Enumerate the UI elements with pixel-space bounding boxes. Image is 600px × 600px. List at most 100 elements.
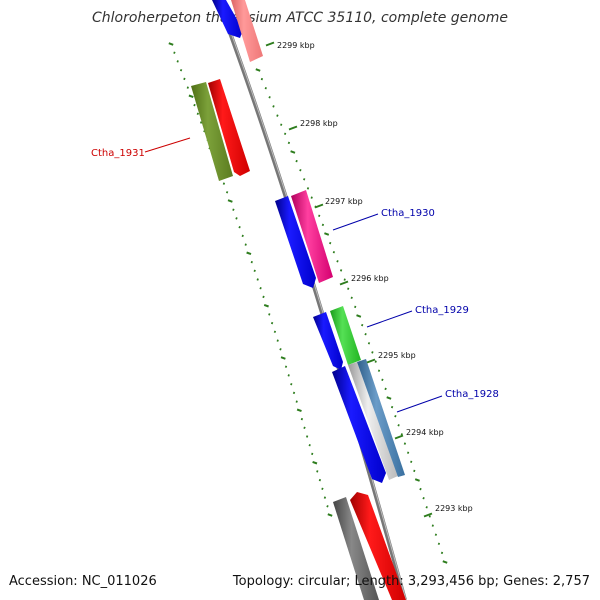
track-dot xyxy=(437,542,441,546)
genome-summary-text: Topology: circular; Length: 3,293,456 bp… xyxy=(232,574,590,589)
track-dot xyxy=(332,250,336,254)
track-dot xyxy=(235,217,238,220)
track-dot xyxy=(168,42,174,46)
track-dot xyxy=(303,178,306,181)
track-dot xyxy=(318,214,321,218)
track-dot xyxy=(295,400,298,403)
track-dot xyxy=(356,314,362,318)
gene-feature-steel-1928 xyxy=(357,359,405,477)
track-dot xyxy=(263,303,269,308)
track-dot xyxy=(321,223,325,227)
track-dot xyxy=(305,435,309,438)
track-dot xyxy=(442,560,448,564)
track-dot xyxy=(196,112,199,116)
leader-ctha-1929 xyxy=(366,310,413,328)
track-dot xyxy=(310,196,313,199)
outer-dot-track xyxy=(255,68,448,564)
track-dot xyxy=(264,86,267,90)
track-dot xyxy=(176,60,179,63)
accession-text: Accession: NC_011026 xyxy=(9,574,157,589)
track-dot xyxy=(347,287,350,290)
track-dot xyxy=(329,241,332,245)
track-dot xyxy=(377,369,381,372)
track-dot xyxy=(374,360,377,363)
gene-label-ctha-1930[interactable]: Ctha_1930 xyxy=(381,208,435,219)
track-dot xyxy=(414,478,420,482)
track-dot xyxy=(250,260,253,264)
track-dot xyxy=(268,313,271,316)
track-dot xyxy=(280,123,283,126)
track-dot xyxy=(306,187,310,190)
track-dot xyxy=(290,382,293,386)
track-dot xyxy=(284,365,288,368)
track-dot xyxy=(173,51,176,54)
track-dot xyxy=(311,452,314,456)
track-dot xyxy=(188,94,194,99)
gene-feature-blue-1929 xyxy=(313,312,343,370)
track-dot xyxy=(406,451,410,454)
track-dot xyxy=(339,269,343,272)
track-dot xyxy=(428,515,431,518)
gene-feature-olive xyxy=(191,82,233,181)
track-dot xyxy=(303,426,306,430)
track-dot xyxy=(321,487,324,491)
track-dot xyxy=(296,408,302,413)
track-dot xyxy=(276,339,279,342)
track-dot xyxy=(400,433,403,436)
track-dot xyxy=(326,505,329,508)
gene-feature-red-1931 xyxy=(208,79,250,176)
track-dot xyxy=(323,496,327,499)
track-dot xyxy=(272,105,275,108)
track-dot xyxy=(222,182,226,185)
gene-feature-blue-1930 xyxy=(275,196,316,288)
track-dot xyxy=(262,295,265,299)
track-dot xyxy=(276,114,279,117)
track-dot xyxy=(318,478,322,482)
track-dot xyxy=(425,506,428,509)
leader-ctha-1930 xyxy=(332,213,379,231)
gene-label-ctha-1928[interactable]: Ctha_1928 xyxy=(445,389,499,400)
gene-feature-silver-1928 xyxy=(348,362,398,480)
track-dot xyxy=(300,417,304,421)
leader-ctha-1931 xyxy=(144,137,191,153)
gene-label-ctha-1931[interactable]: Ctha_1931 xyxy=(91,148,145,159)
track-dot xyxy=(241,234,244,238)
kbp-label: 2293 kbp xyxy=(435,504,473,513)
track-dot xyxy=(238,225,241,229)
track-dot xyxy=(390,405,394,409)
track-dot xyxy=(422,496,425,500)
gene-feature-green-1929 xyxy=(330,306,361,365)
leader-ctha-1928 xyxy=(396,395,443,413)
kbp-label: 2295 kbp xyxy=(378,351,416,360)
kbp-tick xyxy=(265,41,275,47)
track-dot xyxy=(255,68,261,72)
kbp-label: 2298 kbp xyxy=(300,119,338,128)
track-dot xyxy=(327,513,333,517)
track-dot xyxy=(312,460,318,465)
track-dot xyxy=(371,351,374,354)
track-dot xyxy=(367,342,371,345)
track-dot xyxy=(225,191,229,194)
kbp-tick-track xyxy=(265,41,433,518)
gene-label-ctha-1929[interactable]: Ctha_1929 xyxy=(415,305,469,316)
track-dot xyxy=(354,305,357,309)
kbp-tick xyxy=(339,280,349,286)
track-dot xyxy=(179,68,183,72)
track-dot xyxy=(403,442,407,445)
track-dot xyxy=(260,77,264,81)
track-dot xyxy=(308,443,311,447)
kbp-tick xyxy=(314,203,324,209)
track-dot xyxy=(186,86,189,89)
track-dot xyxy=(394,414,397,418)
kbp-label: 2297 kbp xyxy=(325,197,363,206)
gene-feature-pink-top xyxy=(231,0,263,62)
track-dot xyxy=(273,330,277,334)
track-dot xyxy=(199,121,203,124)
track-dot xyxy=(316,470,319,473)
track-dot xyxy=(364,332,367,336)
kbp-tick xyxy=(366,358,376,364)
track-dot xyxy=(336,260,339,263)
track-dot xyxy=(350,296,353,300)
kbp-tick xyxy=(288,125,298,131)
